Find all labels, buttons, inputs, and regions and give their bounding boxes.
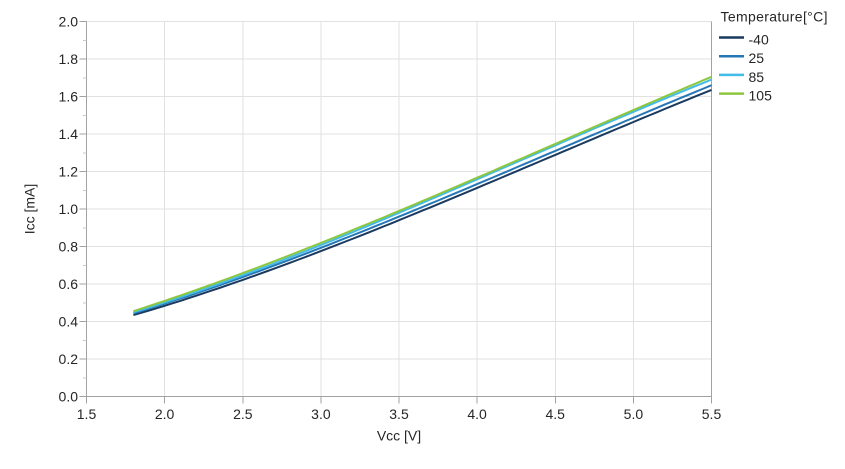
svg-text:Icc [mA]: Icc [mA] [22, 184, 38, 235]
svg-text:1.8: 1.8 [59, 51, 79, 67]
svg-text:2.0: 2.0 [59, 14, 79, 30]
svg-text:25: 25 [749, 50, 765, 66]
svg-text:1.5: 1.5 [77, 406, 97, 422]
svg-text:1.4: 1.4 [59, 126, 79, 142]
svg-text:105: 105 [749, 88, 773, 104]
svg-text:Temperature[°C]: Temperature[°C] [721, 9, 828, 25]
svg-text:5.0: 5.0 [624, 406, 644, 422]
svg-text:1.6: 1.6 [59, 89, 79, 105]
svg-text:2.5: 2.5 [233, 406, 253, 422]
svg-text:2.0: 2.0 [155, 406, 175, 422]
svg-text:0.6: 0.6 [59, 276, 79, 292]
svg-text:Vcc [V]: Vcc [V] [377, 428, 421, 444]
svg-text:-40: -40 [749, 32, 769, 48]
svg-text:4.0: 4.0 [467, 406, 487, 422]
svg-text:1.2: 1.2 [59, 164, 79, 180]
svg-text:3.5: 3.5 [389, 406, 409, 422]
svg-text:1.0: 1.0 [59, 201, 79, 217]
svg-text:4.5: 4.5 [545, 406, 565, 422]
svg-text:5.5: 5.5 [702, 406, 722, 422]
svg-text:0.8: 0.8 [59, 239, 79, 255]
svg-text:0.0: 0.0 [59, 389, 79, 405]
svg-text:0.2: 0.2 [59, 351, 79, 367]
svg-text:3.0: 3.0 [311, 406, 331, 422]
svg-text:0.4: 0.4 [59, 314, 79, 330]
svg-text:85: 85 [749, 69, 765, 85]
